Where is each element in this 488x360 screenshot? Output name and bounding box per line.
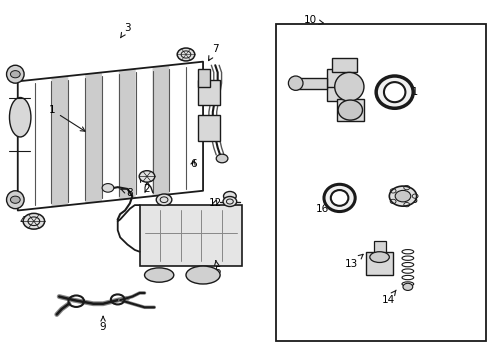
Bar xyxy=(140,205,242,266)
Bar xyxy=(373,241,385,252)
Ellipse shape xyxy=(330,190,347,206)
Ellipse shape xyxy=(375,76,412,108)
Circle shape xyxy=(10,71,20,78)
Circle shape xyxy=(402,283,412,291)
Bar xyxy=(327,69,353,89)
Bar xyxy=(331,58,356,72)
Circle shape xyxy=(223,192,236,201)
Circle shape xyxy=(394,190,410,202)
Text: 2: 2 xyxy=(140,177,150,194)
Text: 12: 12 xyxy=(208,198,222,208)
Text: 7: 7 xyxy=(208,44,218,60)
Bar xyxy=(366,252,392,275)
Circle shape xyxy=(216,154,227,163)
Polygon shape xyxy=(152,65,169,196)
Polygon shape xyxy=(119,69,135,200)
Text: 16: 16 xyxy=(315,203,335,214)
Text: 4: 4 xyxy=(20,216,33,226)
Ellipse shape xyxy=(6,65,24,83)
Ellipse shape xyxy=(288,76,303,90)
Text: 3: 3 xyxy=(121,23,130,38)
Bar xyxy=(295,78,327,89)
Circle shape xyxy=(23,213,44,229)
Circle shape xyxy=(223,197,236,207)
Circle shape xyxy=(102,184,114,192)
Text: 5: 5 xyxy=(214,261,221,276)
Polygon shape xyxy=(85,72,102,203)
Circle shape xyxy=(139,171,155,182)
Bar xyxy=(336,99,363,121)
Ellipse shape xyxy=(383,82,405,102)
Text: 10: 10 xyxy=(303,15,323,26)
Circle shape xyxy=(156,194,171,206)
Ellipse shape xyxy=(144,268,173,282)
Text: 15: 15 xyxy=(403,195,419,205)
Text: 9: 9 xyxy=(100,316,106,332)
Text: 1: 1 xyxy=(48,105,85,131)
Text: 6: 6 xyxy=(190,159,196,169)
Bar xyxy=(276,24,485,341)
Ellipse shape xyxy=(185,266,220,284)
Ellipse shape xyxy=(369,252,388,262)
Bar xyxy=(198,116,220,140)
Text: 11: 11 xyxy=(399,87,419,97)
Polygon shape xyxy=(51,76,68,207)
Circle shape xyxy=(10,196,20,203)
Circle shape xyxy=(177,48,194,61)
Text: 14: 14 xyxy=(381,290,395,305)
Ellipse shape xyxy=(334,72,363,101)
Bar xyxy=(198,69,210,87)
Text: 8: 8 xyxy=(121,188,133,198)
Bar xyxy=(327,87,353,101)
Ellipse shape xyxy=(324,184,354,212)
Circle shape xyxy=(388,186,416,206)
Bar xyxy=(198,80,220,105)
Ellipse shape xyxy=(6,191,24,209)
Ellipse shape xyxy=(9,98,31,137)
Ellipse shape xyxy=(337,100,362,120)
Text: 13: 13 xyxy=(345,254,363,269)
